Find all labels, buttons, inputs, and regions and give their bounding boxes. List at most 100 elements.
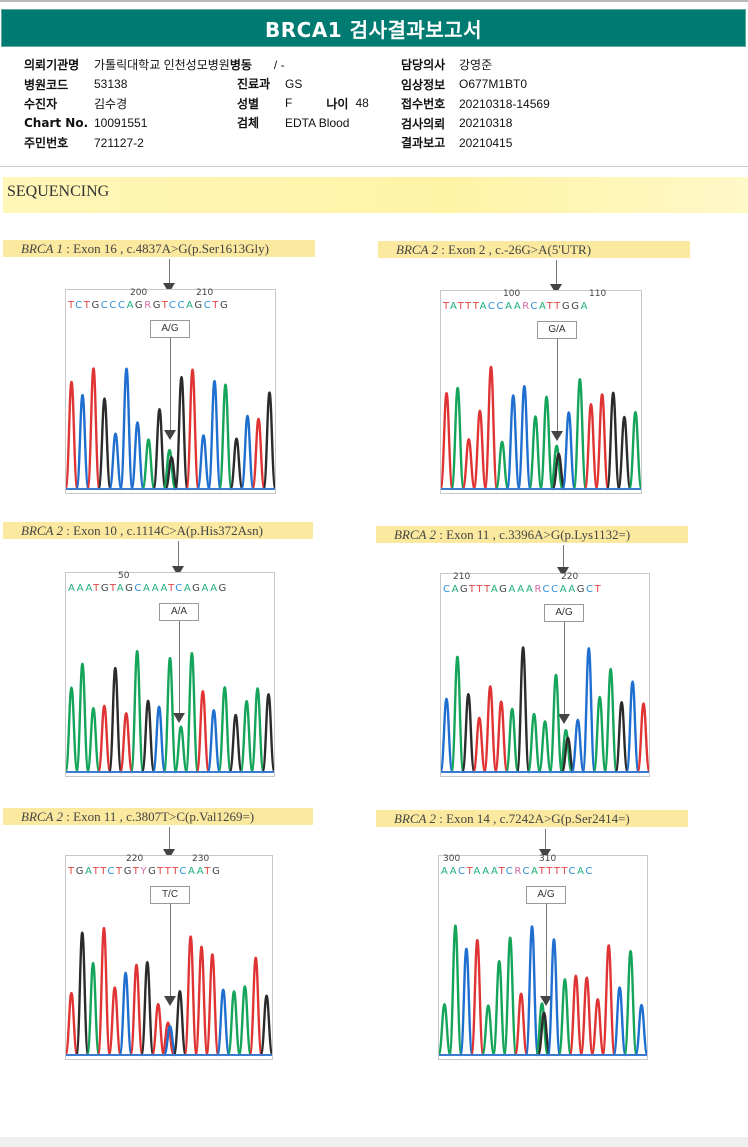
base-position-label: 200 (130, 288, 148, 298)
base-call: T (92, 866, 101, 877)
trace-peak (561, 411, 577, 491)
info-row-institution: 의뢰기관명 가톨릭대학교 인천성모병원 병동 / - (24, 55, 285, 75)
base-call: A (505, 301, 514, 312)
trace-peak (590, 998, 605, 1057)
base-call: R (534, 584, 543, 595)
divider (0, 166, 748, 167)
base-call: T (498, 866, 506, 877)
info-value: 20210415 (459, 135, 513, 150)
trace-peak (229, 437, 244, 491)
trace-peak (524, 925, 540, 1057)
base-call: C (551, 584, 560, 595)
patient-info-left: 의뢰기관명 가톨릭대학교 인천성모병원 병동 / - 병원코드 53138 수진자… (24, 55, 285, 153)
variant-label: BRCA 2 : Exon 10 , c.1114C>A(p.His372Asn… (3, 522, 313, 539)
base-call: C (75, 300, 84, 311)
trace-peak (483, 685, 498, 774)
trace-peak (207, 379, 222, 491)
trace-peak (75, 662, 90, 774)
info-value: 20210318 (459, 116, 513, 131)
base-call: C (107, 866, 117, 877)
base-position-label: 210 (196, 288, 214, 298)
trace-peak (118, 971, 133, 1057)
pointer-arrow-icon (557, 567, 569, 577)
patient-info-mid: 진료과 GS 성별 F 나이 48 검체 EDTA Blood (237, 74, 369, 133)
trace-peak (612, 986, 627, 1057)
base-call: C (175, 583, 184, 594)
trace-peak (472, 716, 487, 774)
base-call: G (459, 584, 469, 595)
trace-peak (493, 700, 509, 774)
base-call: G (192, 583, 202, 594)
info-value: 53138 (94, 77, 128, 92)
trace-peak (441, 697, 454, 774)
trace-peak (96, 926, 112, 1057)
trace-peak (140, 960, 155, 1057)
genotype-call: A/A (159, 603, 199, 621)
base-call: A (151, 583, 161, 594)
trace-peak (162, 1024, 178, 1057)
base-call: C (109, 300, 118, 311)
age-label: 나이 (326, 96, 349, 111)
trace-peak (237, 985, 253, 1057)
info-row-report-date: 결과보고 20210415 (401, 133, 550, 153)
trace-peak (450, 386, 465, 491)
trace-peak (570, 718, 586, 774)
base-call: A (490, 584, 500, 595)
base-position-label: 110 (589, 289, 607, 299)
trace-peak (196, 434, 211, 491)
base-call: C (117, 300, 127, 311)
info-label: 결과보고 (401, 136, 446, 151)
variant-description: : Exon 16 , c.4837A>G(p.Ser1613Gly) (66, 241, 269, 256)
trace-peak (603, 667, 618, 774)
base-call: A (68, 583, 77, 594)
info-value: 강영준 (459, 58, 493, 73)
trace-peak (614, 701, 629, 774)
info-label: 담당의사 (401, 58, 446, 73)
pointer-arrow-icon (173, 713, 185, 723)
genotype-call: G/A (537, 321, 577, 339)
chromatogram-trace (66, 367, 275, 491)
variant-description: : Exon 2 , c.-26G>A(5'UTR) (441, 242, 592, 257)
variant-pointer-line (556, 260, 557, 290)
trace-peak (75, 931, 90, 1057)
trace-peak (218, 383, 233, 491)
info-value: GS (285, 76, 303, 91)
variant-description: : Exon 11 , c.3396A>G(p.Lys1132=) (439, 527, 631, 542)
base-call: T (116, 866, 124, 877)
base-call: C (177, 300, 187, 311)
base-sequence: TATTTACCAARCATTGGA (443, 301, 589, 312)
trace-peak (494, 440, 510, 491)
info-row-sex: 성별 F 나이 48 (237, 94, 369, 114)
genotype-call: A/G (526, 886, 566, 904)
trace-peak (439, 1003, 452, 1057)
base-call: A (441, 866, 450, 877)
trace-peak (195, 689, 211, 774)
patient-info-right: 담당의사 강영준 임상정보 O677M1BT0 접수번호 20210318-14… (401, 55, 550, 153)
trace-peak (205, 953, 220, 1057)
chromatogram: 220 230 TGATTCTGTYGTTTCAATG T/C (65, 854, 273, 1060)
base-call: R (514, 866, 523, 877)
base-call: G (571, 301, 581, 312)
base-call: C (458, 866, 467, 877)
variant-pointer-line (178, 541, 179, 572)
trace-peak (240, 414, 255, 491)
base-call: G (100, 583, 110, 594)
info-value: EDTA Blood (285, 115, 350, 130)
trace-peak (151, 1003, 166, 1057)
trace-peak (502, 936, 518, 1057)
trace-peak (539, 395, 554, 491)
base-call: A (482, 866, 491, 877)
trace-peak (66, 991, 79, 1057)
trace-peak (129, 649, 145, 774)
trace-peak (537, 720, 553, 774)
info-row-chart-no: Chart No. 10091551 (24, 114, 285, 134)
trace-peak (206, 709, 222, 774)
variant-label: BRCA 2 : Exon 11 , c.3807T>C(p.Val1269=) (3, 808, 313, 825)
base-call: C (487, 301, 497, 312)
base-call: G (75, 866, 86, 877)
base-call: A (76, 583, 86, 594)
base-position-label: 300 (443, 854, 461, 864)
base-sequence: TCTGCCCAGRGTCCAGCTG (68, 300, 229, 311)
base-call: G (220, 300, 230, 311)
trace-peak (568, 974, 584, 1057)
